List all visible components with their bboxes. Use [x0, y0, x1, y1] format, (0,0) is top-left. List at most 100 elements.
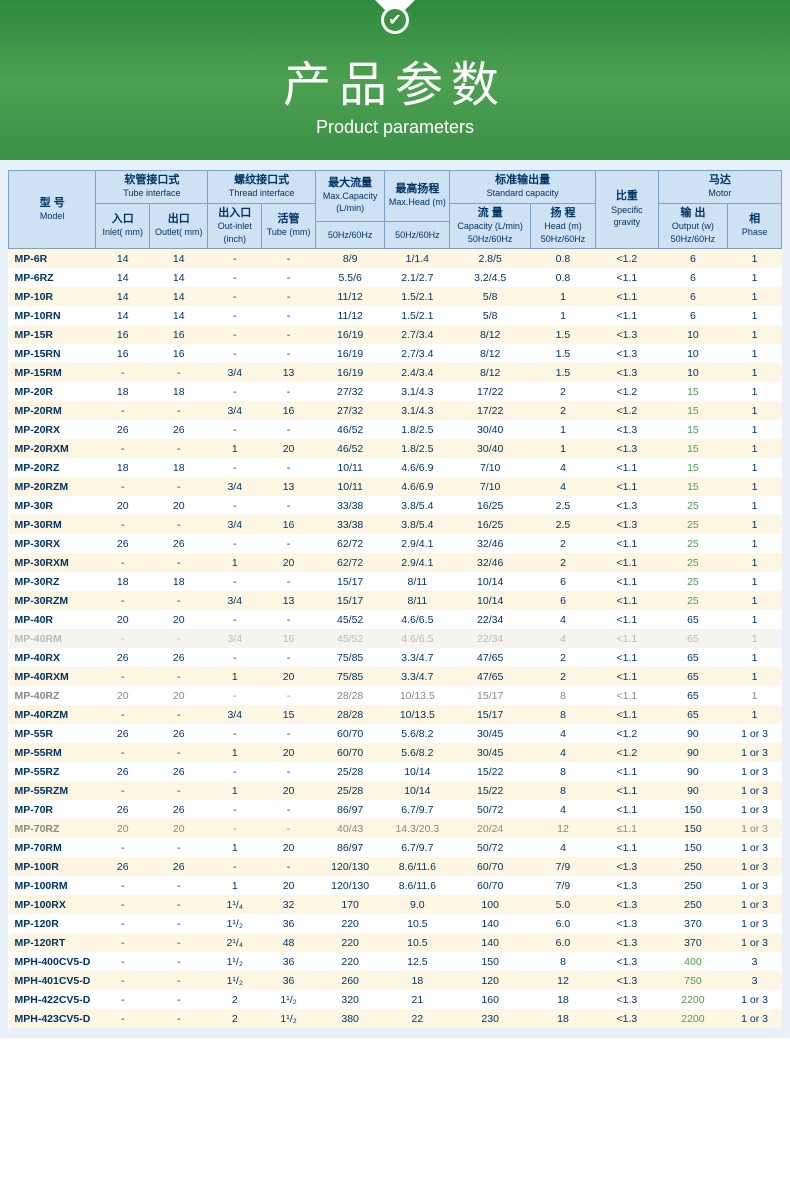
cell-out: 65 — [658, 705, 727, 724]
cell-ph: 1 — [728, 249, 782, 269]
cell-inlet: 14 — [96, 306, 150, 325]
table-row: MP-30R2020--33/383.8/5.416/252.5<1.3251 — [9, 496, 782, 515]
cell-sg: <1.3 — [595, 439, 658, 458]
cell-out: 2200 — [658, 1009, 727, 1028]
cell-out: 15 — [658, 458, 727, 477]
table-row: MP-55R2626--60/705.6/8.230/454<1.2901 or… — [9, 724, 782, 743]
cell-maxc: 8/9 — [315, 249, 384, 269]
th-phase: 相Phase — [728, 203, 782, 248]
cell-ph: 1 or 3 — [728, 724, 782, 743]
cell-tube: 16 — [262, 629, 316, 648]
cell-oi: - — [208, 325, 262, 344]
header-check-circle-icon: ✔ — [381, 6, 409, 34]
cell-outlet: - — [150, 401, 208, 420]
cell-inlet: 26 — [96, 724, 150, 743]
cell-oi: 3/4 — [208, 515, 262, 534]
th-livetube: 活管Tube (mm) — [262, 203, 316, 248]
cell-flow: 160 — [450, 990, 531, 1009]
cell-inlet: 14 — [96, 249, 150, 269]
cell-sg: <1.1 — [595, 287, 658, 306]
table-row: MPH-401CV5-D--1¹/₂362601812012<1.37503 — [9, 971, 782, 990]
cell-sg: <1.3 — [595, 325, 658, 344]
cell-tube: - — [262, 306, 316, 325]
cell-maxh: 10.5 — [385, 914, 450, 933]
cell-maxc: 320 — [315, 990, 384, 1009]
cell-sg: <1.3 — [595, 990, 658, 1009]
cell-tube: - — [262, 325, 316, 344]
cell-outlet: - — [150, 477, 208, 496]
cell-maxc: 11/12 — [315, 306, 384, 325]
cell-tube: - — [262, 344, 316, 363]
cell-ph: 1 or 3 — [728, 857, 782, 876]
cell-outlet: 26 — [150, 534, 208, 553]
cell-head: 1.5 — [531, 363, 596, 382]
cell-model: MP-30RZ — [9, 572, 96, 591]
th-head: 扬 程Head (m) 50Hz/60Hz — [531, 203, 596, 248]
cell-model: MP-40R — [9, 610, 96, 629]
cell-inlet: 26 — [96, 800, 150, 819]
cell-maxh: 2.7/3.4 — [385, 344, 450, 363]
cell-oi: - — [208, 458, 262, 477]
cell-tube: 20 — [262, 743, 316, 762]
cell-sg: <1.3 — [595, 857, 658, 876]
cell-maxh: 2.9/4.1 — [385, 534, 450, 553]
cell-tube: - — [262, 819, 316, 838]
cell-out: 250 — [658, 876, 727, 895]
cell-head: 4 — [531, 743, 596, 762]
cell-ph: 1 — [728, 610, 782, 629]
th-model: 型 号Model — [9, 171, 96, 249]
table-row: MP-70RM--12086/976.7/9.750/724<1.11501 o… — [9, 838, 782, 857]
cell-ph: 1 — [728, 572, 782, 591]
cell-ph: 1 — [728, 553, 782, 572]
cell-outlet: - — [150, 667, 208, 686]
cell-oi: - — [208, 762, 262, 781]
cell-model: MP-100RM — [9, 876, 96, 895]
cell-flow: 30/45 — [450, 724, 531, 743]
th-maxhead: 最高扬程Max.Head (m) — [385, 171, 450, 222]
cell-out: 150 — [658, 819, 727, 838]
cell-oi: 2 — [208, 990, 262, 1009]
cell-flow: 22/34 — [450, 610, 531, 629]
cell-maxc: 46/52 — [315, 420, 384, 439]
cell-model: MP-10RN — [9, 306, 96, 325]
cell-out: 65 — [658, 648, 727, 667]
cell-head: 6 — [531, 591, 596, 610]
cell-maxh: 22 — [385, 1009, 450, 1028]
cell-tube: 13 — [262, 591, 316, 610]
header-banner: ✔ 产品参数 Product parameters — [0, 0, 790, 160]
cell-outlet: 26 — [150, 857, 208, 876]
cell-head: 1 — [531, 420, 596, 439]
cell-outlet: 14 — [150, 306, 208, 325]
cell-flow: 50/72 — [450, 800, 531, 819]
cell-outlet: - — [150, 591, 208, 610]
cell-head: 4 — [531, 838, 596, 857]
cell-out: 6 — [658, 306, 727, 325]
cell-maxc: 45/52 — [315, 629, 384, 648]
th-maxcap-sub: 50Hz/60Hz — [315, 221, 384, 249]
cell-out: 10 — [658, 363, 727, 382]
cell-ph: 1 or 3 — [728, 933, 782, 952]
cell-tube: - — [262, 610, 316, 629]
table-row: MP-100RM--120120/1308.6/11.660/707/9<1.3… — [9, 876, 782, 895]
cell-model: MP-6RZ — [9, 268, 96, 287]
cell-head: 8 — [531, 762, 596, 781]
cell-flow: 3.2/4.5 — [450, 268, 531, 287]
cell-maxh: 8.6/11.6 — [385, 876, 450, 895]
cell-maxc: 10/11 — [315, 458, 384, 477]
cell-oi: 1 — [208, 781, 262, 800]
cell-ph: 1 — [728, 458, 782, 477]
cell-maxh: 12.5 — [385, 952, 450, 971]
cell-outlet: 20 — [150, 610, 208, 629]
cell-head: 2 — [531, 401, 596, 420]
cell-sg: <1.3 — [595, 420, 658, 439]
cell-ph: 1 — [728, 439, 782, 458]
cell-sg: <1.1 — [595, 781, 658, 800]
cell-maxc: 120/130 — [315, 857, 384, 876]
cell-out: 65 — [658, 686, 727, 705]
cell-model: MP-30RXM — [9, 553, 96, 572]
cell-model: MPH-401CV5-D — [9, 971, 96, 990]
cell-head: 12 — [531, 819, 596, 838]
cell-head: 4 — [531, 610, 596, 629]
cell-tube: 1¹/₂ — [262, 990, 316, 1009]
cell-flow: 7/10 — [450, 477, 531, 496]
